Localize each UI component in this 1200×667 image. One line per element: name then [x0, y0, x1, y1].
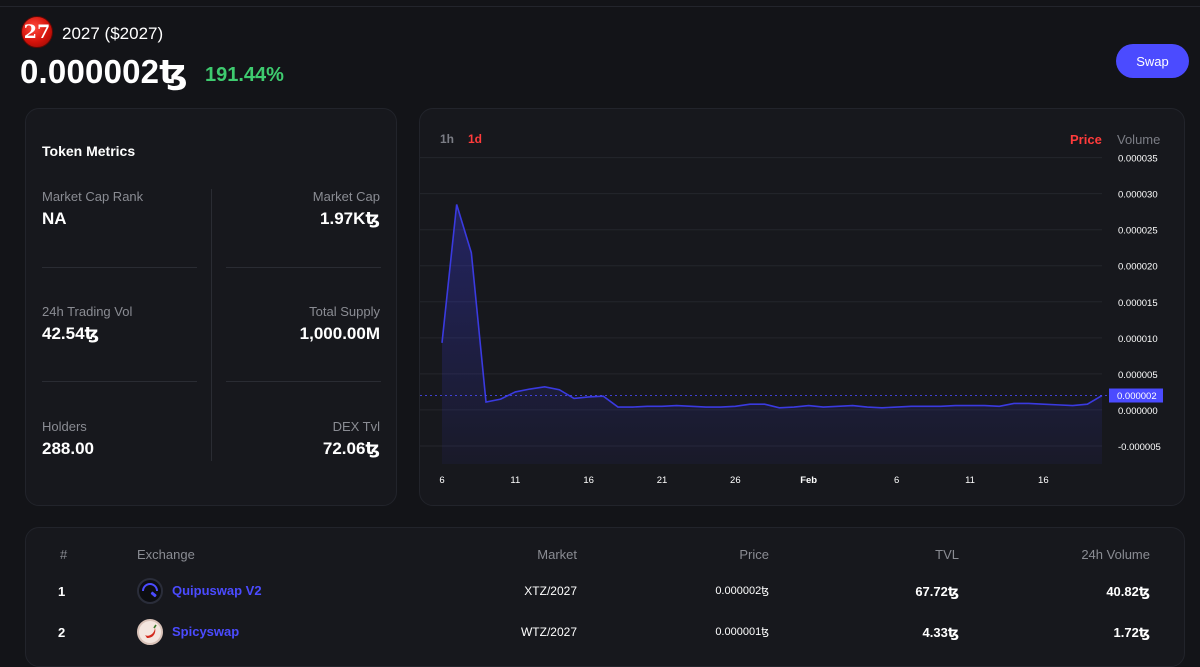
token-header: 27 2027 ($2027) 0.000002ꜩ 191.44% Swap	[20, 14, 1190, 94]
volume-mode-tab[interactable]: Volume	[1117, 132, 1161, 147]
current-price-label-bg	[1109, 388, 1163, 403]
spicyswap-icon	[137, 619, 163, 645]
y-tick-label: 0.000035	[1118, 154, 1158, 165]
token-logo-icon: 27	[21, 16, 53, 48]
token-price: 0.000002ꜩ	[20, 53, 188, 90]
total-supply-label: Total Supply	[309, 304, 380, 319]
y-tick-label: -0.000005	[1118, 442, 1161, 453]
price-change: 191.44%	[205, 64, 284, 86]
x-tick-label: 21	[657, 475, 668, 486]
token-name: 2027 ($2027)	[62, 24, 164, 43]
dex-tvl-value: 72.06ꜩ	[322, 439, 380, 458]
row-num: 1	[58, 584, 66, 599]
row-volume: 40.82ꜩ	[1106, 584, 1150, 599]
row-market: XTZ/2027	[524, 584, 577, 598]
top-divider	[0, 6, 1200, 7]
market-cap-value: 1.97Kꜩ	[320, 209, 380, 228]
y-tick-label: 0.000030	[1118, 190, 1158, 201]
quipuswap-icon	[137, 578, 163, 604]
y-tick-label: 0.000020	[1118, 262, 1158, 273]
timeframe-1h-tab[interactable]: 1h	[440, 132, 455, 146]
x-tick-label: 26	[730, 475, 741, 486]
timeframe-1d-tab[interactable]: 1d	[468, 132, 483, 146]
metrics-divider	[226, 381, 381, 382]
trading-vol-label: 24h Trading Vol	[42, 304, 133, 319]
x-tick-label: 16	[1038, 475, 1049, 486]
x-tick-label: Feb	[800, 475, 817, 486]
x-tick-label: 11	[965, 475, 975, 486]
market-cap-rank-label: Market Cap Rank	[42, 189, 144, 204]
x-tick-label: 6	[894, 475, 899, 486]
metrics-vertical-divider	[211, 189, 212, 461]
trading-vol-value: 42.54ꜩ	[42, 324, 100, 343]
col-header-price: Price	[739, 547, 769, 562]
row-tvl: 67.72ꜩ	[915, 584, 959, 599]
current-price-label: 0.000002	[1117, 391, 1157, 402]
x-tick-label: 16	[583, 475, 594, 486]
price-line	[441, 204, 1103, 409]
total-supply-value: 1,000.00M	[299, 324, 380, 343]
metrics-title: Token Metrics	[42, 143, 136, 159]
col-header-num: #	[60, 547, 68, 562]
dex-tvl-label: DEX Tvl	[332, 419, 380, 434]
price-mode-tab[interactable]: Price	[1070, 132, 1102, 147]
row-price: 0.000002ꜩ	[715, 585, 769, 597]
holders-value: 288.00	[42, 439, 94, 458]
row-num: 2	[58, 625, 66, 640]
market-cap-label: Market Cap	[312, 189, 380, 204]
col-header-volume: 24h Volume	[1081, 547, 1150, 562]
metrics-divider	[42, 267, 197, 268]
x-tick-label: 11	[510, 475, 520, 486]
x-tick-label: 6	[439, 475, 444, 486]
col-header-market: Market	[537, 547, 577, 562]
exchange-link[interactable]: Spicyswap	[172, 624, 240, 639]
token-metrics-card: Token Metrics Market Cap Rank NA Market …	[25, 108, 397, 506]
holders-label: Holders	[42, 419, 87, 434]
metrics-divider	[226, 267, 381, 268]
col-header-tvl: TVL	[935, 547, 959, 562]
price-area	[442, 204, 1102, 464]
swap-button[interactable]: Swap	[1116, 44, 1189, 78]
y-tick-label: 0.000000	[1118, 406, 1158, 417]
quipuswap-icon-graphic	[142, 583, 158, 598]
spicyswap-icon-graphic	[145, 624, 157, 638]
market-cap-rank-value: NA	[42, 209, 67, 228]
y-tick-label: 0.000025	[1118, 226, 1158, 237]
exchanges-table: # Exchange Market Price TVL 24h Volume 1…	[25, 527, 1185, 667]
exchange-link[interactable]: Quipuswap V2	[172, 583, 262, 598]
row-market: WTZ/2027	[520, 625, 577, 639]
price-chart-card: 0.000035 0.000030 0.000025 0.000020 0.000015…	[419, 108, 1185, 506]
col-header-exchange: Exchange	[137, 547, 195, 562]
y-tick-label: 0.000010	[1118, 334, 1158, 345]
row-tvl: 4.33ꜩ	[922, 625, 959, 640]
price-chart[interactable]: 0.000035 0.000030 0.000025 0.000020 0.000015…	[420, 109, 1186, 507]
row-price: 0.000001ꜩ	[715, 626, 769, 638]
y-tick-label: 0.000015	[1118, 298, 1158, 309]
y-tick-label: 0.000005	[1118, 370, 1158, 381]
row-volume: 1.72ꜩ	[1113, 625, 1150, 640]
metrics-divider	[42, 381, 197, 382]
